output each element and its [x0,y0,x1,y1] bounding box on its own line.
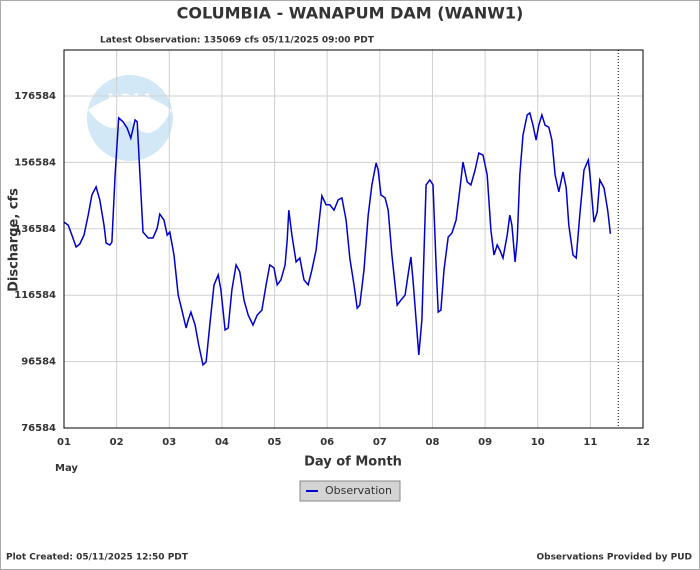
x-tick-label: 01 [57,437,71,448]
x-tick-label: 09 [478,437,492,448]
y-tick-label: 176584 [14,91,56,102]
footer-left: Plot Created: 05/11/2025 12:50 PDT [6,553,189,563]
plot-area [64,50,643,428]
legend-box [299,480,401,502]
y-axis-label: Discharge, cfs [7,188,22,292]
x-tick-label: 04 [215,437,229,448]
month-label: May [55,463,78,474]
y-tick-label: 76584 [21,423,56,434]
chart-title: COLUMBIA - WANAPUM DAM (WANW1) [177,4,524,23]
subtitle: Latest Observation: 135069 cfs 05/11/202… [100,36,375,46]
x-tick-label: 06 [320,437,334,448]
y-tick-label: 156584 [14,157,56,168]
x-tick-label: 05 [268,437,282,448]
x-tick-label: 07 [373,437,387,448]
x-tick-label: 02 [110,437,124,448]
x-tick-label: 12 [636,437,650,448]
logo-gull [88,95,172,133]
y-tick-label: 96584 [21,357,56,368]
x-tick-label: 11 [583,437,597,448]
x-tick-label: 10 [531,437,545,448]
plot-border [63,49,644,429]
y-tick-label: 136584 [14,224,56,235]
x-axis-label: Day of Month [304,455,402,470]
legend-label: Observation [325,484,392,497]
data-line [63,111,612,367]
footer-right: Observations Provided by PUD [536,553,692,563]
y-tick-label: 116584 [14,290,56,301]
logo: NOAA [87,75,173,161]
logo-text: NOAA [108,92,153,108]
x-tick-label: 03 [162,437,176,448]
x-tick-label: 08 [425,437,439,448]
